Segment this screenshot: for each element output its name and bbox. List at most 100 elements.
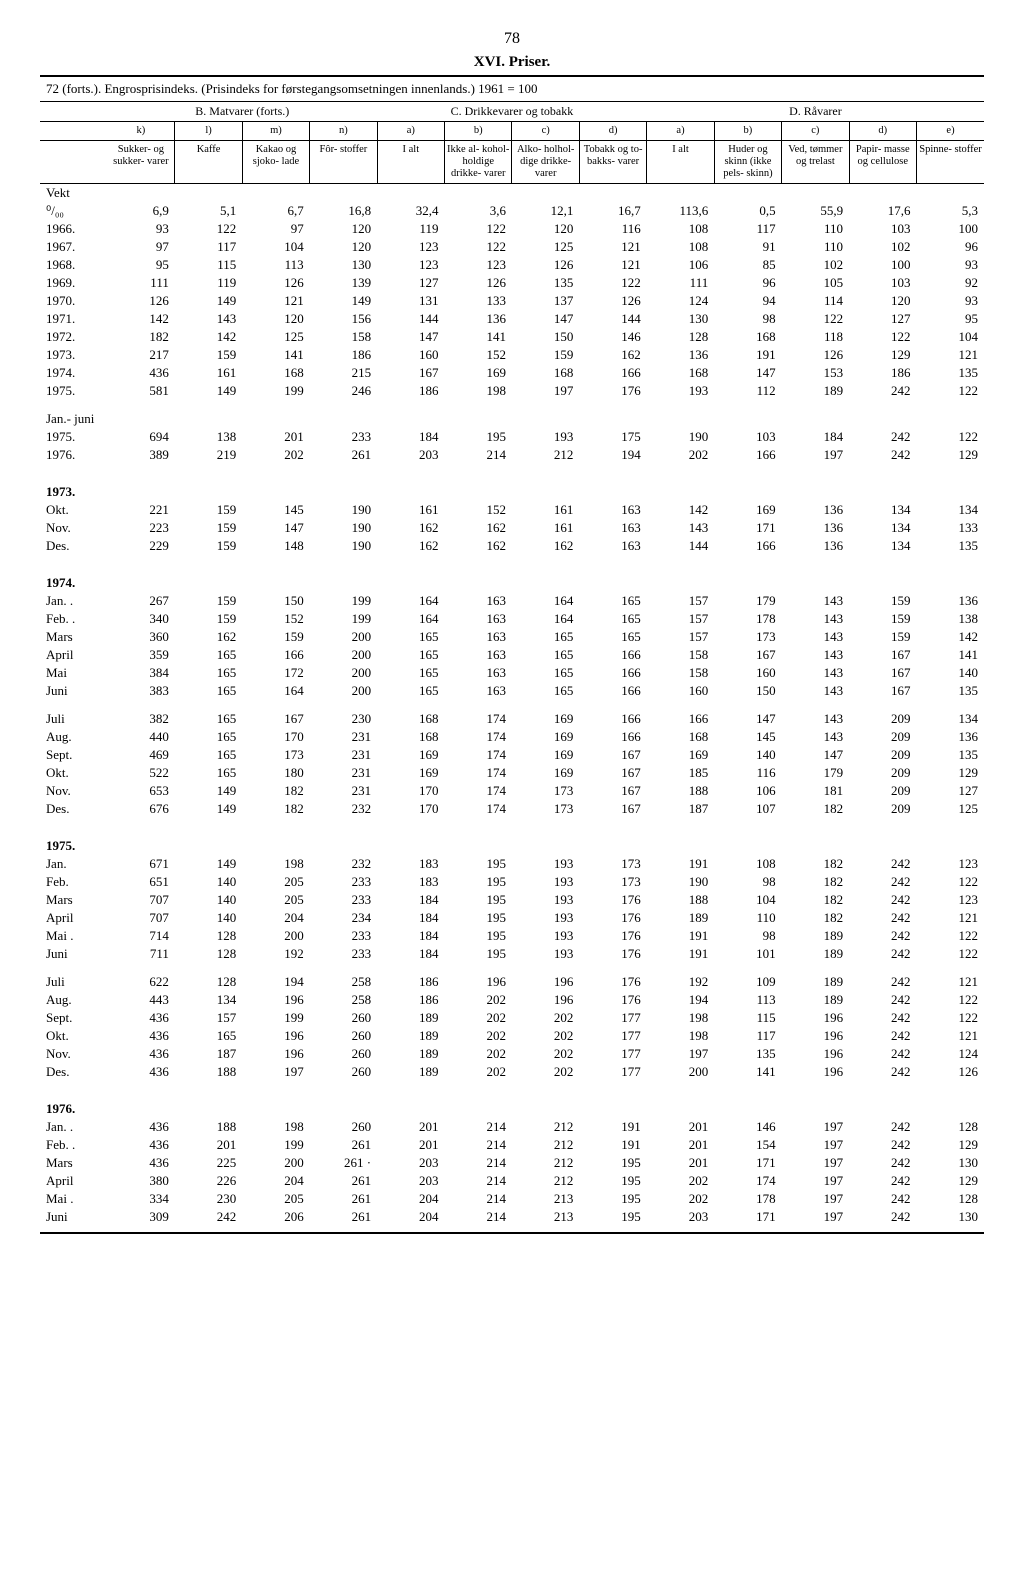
- cell: 360: [107, 628, 174, 646]
- cell: 126: [242, 274, 309, 292]
- cell: 128: [916, 1118, 984, 1136]
- cell: 125: [916, 800, 984, 818]
- cell: 136: [782, 501, 849, 519]
- cell: 184: [377, 927, 444, 945]
- cell: 189: [782, 945, 849, 963]
- cell: 202: [647, 1172, 714, 1190]
- table-row: Feb.651140205233183195193173190981822421…: [40, 873, 984, 891]
- table-row: 1972.18214212515814714115014612816811812…: [40, 328, 984, 346]
- cell: 136: [782, 519, 849, 537]
- cell: 135: [916, 364, 984, 382]
- cell: 149: [175, 292, 242, 310]
- cell: 694: [107, 428, 174, 446]
- cell: 203: [377, 1154, 444, 1172]
- row-label: Juli: [40, 973, 107, 991]
- cell: 181: [782, 782, 849, 800]
- cell: 196: [782, 1027, 849, 1045]
- cell: 162: [377, 519, 444, 537]
- cell: 177: [579, 1045, 646, 1063]
- cell: 163: [445, 682, 512, 700]
- cell: 100: [849, 256, 916, 274]
- cell: 201: [377, 1118, 444, 1136]
- table-row: ⁰/₀₀6,95,16,716,832,43,612,116,7113,60,5…: [40, 202, 984, 220]
- cell: 120: [310, 238, 377, 256]
- cell: 173: [512, 782, 579, 800]
- cell: 172: [242, 664, 309, 682]
- cell: 183: [377, 855, 444, 873]
- cell: 165: [175, 728, 242, 746]
- table-row: Okt.436165196260189202202177198117196242…: [40, 1027, 984, 1045]
- cell: 159: [849, 628, 916, 646]
- cell: 153: [782, 364, 849, 382]
- cell: 117: [714, 1027, 781, 1045]
- cell: 97: [242, 220, 309, 238]
- table-row: 1967.97117104120123122125121108911101029…: [40, 238, 984, 256]
- row-label: Feb. .: [40, 610, 107, 628]
- cell: 176: [579, 891, 646, 909]
- cell: 125: [512, 238, 579, 256]
- page-number: 78: [40, 30, 984, 48]
- cell: 676: [107, 800, 174, 818]
- cell: 195: [445, 891, 512, 909]
- cell: 191: [579, 1118, 646, 1136]
- cell: 158: [647, 646, 714, 664]
- cell: 0,5: [714, 202, 781, 220]
- cell: 93: [107, 220, 174, 238]
- cell: 242: [849, 1172, 916, 1190]
- cell: 143: [782, 664, 849, 682]
- cell: [107, 184, 174, 203]
- cell: 177: [579, 1027, 646, 1045]
- cell: 188: [175, 1063, 242, 1081]
- cell: 260: [310, 1063, 377, 1081]
- cell: 125: [242, 328, 309, 346]
- cell: 136: [916, 592, 984, 610]
- cell: 202: [445, 1009, 512, 1027]
- y1974-label: 1974.: [40, 565, 107, 592]
- cell: 206: [242, 1208, 309, 1226]
- row-label: Mai .: [40, 927, 107, 945]
- cell: 167: [714, 646, 781, 664]
- cell: 198: [242, 855, 309, 873]
- cell: 145: [242, 501, 309, 519]
- cell: 194: [242, 973, 309, 991]
- cell: 260: [310, 1027, 377, 1045]
- cell: 135: [916, 537, 984, 555]
- cell: 170: [242, 728, 309, 746]
- cell: 160: [377, 346, 444, 364]
- cell: 197: [782, 1190, 849, 1208]
- cell: 246: [310, 382, 377, 400]
- row-label: Aug.: [40, 991, 107, 1009]
- cell: 136: [445, 310, 512, 328]
- cell: 214: [445, 1118, 512, 1136]
- cell: 242: [849, 909, 916, 927]
- cell: 128: [175, 973, 242, 991]
- cell: 189: [377, 1045, 444, 1063]
- cell: 522: [107, 764, 174, 782]
- cell: 180: [242, 764, 309, 782]
- cell: 122: [916, 991, 984, 1009]
- cell: 114: [782, 292, 849, 310]
- cell: [445, 184, 512, 203]
- table-title: XVI. Priser.: [40, 54, 984, 71]
- cell: 384: [107, 664, 174, 682]
- cell: 258: [310, 973, 377, 991]
- cell: 233: [310, 927, 377, 945]
- cell: 203: [377, 1172, 444, 1190]
- cell: 707: [107, 909, 174, 927]
- cell: 157: [647, 628, 714, 646]
- cell: 209: [849, 710, 916, 728]
- cell: 162: [175, 628, 242, 646]
- cell: 174: [714, 1172, 781, 1190]
- cell: 119: [377, 220, 444, 238]
- cell: 121: [916, 973, 984, 991]
- cell: 113,6: [647, 202, 714, 220]
- cell: 147: [377, 328, 444, 346]
- cell: 242: [849, 855, 916, 873]
- cell: 169: [512, 746, 579, 764]
- row-label: Mars: [40, 628, 107, 646]
- cell: 122: [916, 873, 984, 891]
- cell: 174: [445, 764, 512, 782]
- cell: 174: [445, 782, 512, 800]
- cell: 6,9: [107, 202, 174, 220]
- row-label: Feb. .: [40, 1136, 107, 1154]
